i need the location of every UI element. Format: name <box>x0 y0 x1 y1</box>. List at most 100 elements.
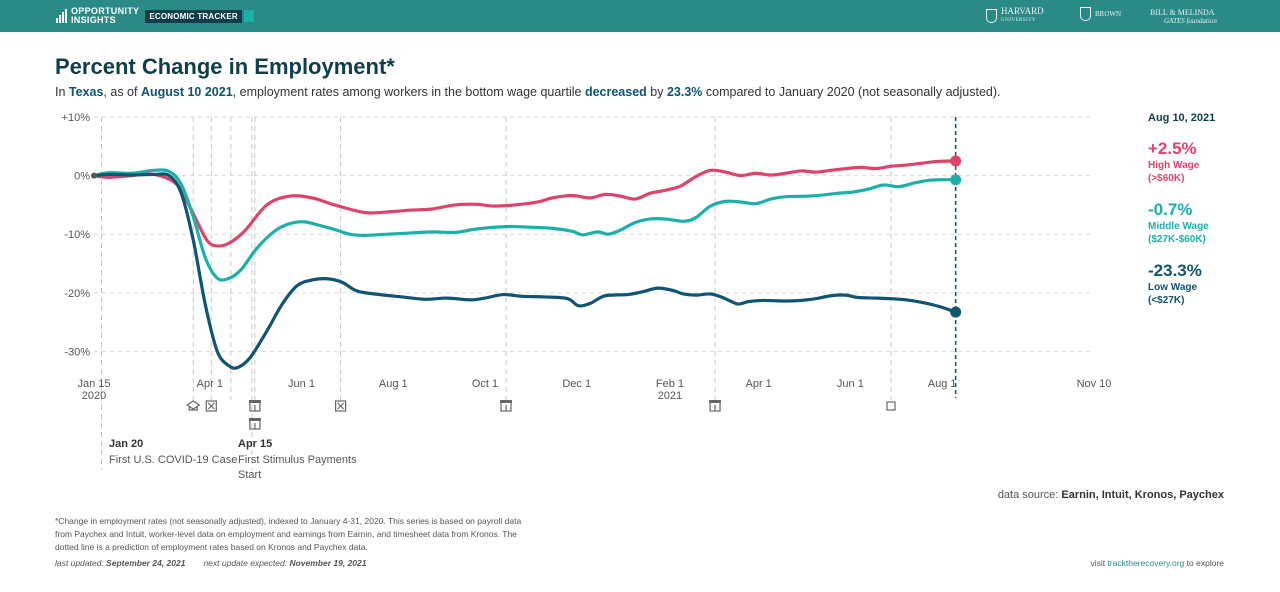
brown-crest-icon <box>1080 7 1091 21</box>
y-tick-label: +10% <box>62 112 91 124</box>
square-icon-frame <box>886 401 896 411</box>
tag-accent <box>243 10 254 22</box>
box-icon-frame <box>205 400 217 412</box>
brown-logo[interactable]: BROWN <box>1080 7 1121 21</box>
source-names: Earnin, Intuit, Kronos, Paychex <box>1061 489 1224 501</box>
subtitle-pct: 23.3% <box>666 85 703 99</box>
visit-prefix: visit <box>1090 558 1108 568</box>
top-bar: OPPORTUNITY INSIGHTS ECONOMIC TRACKER HA… <box>0 0 1280 32</box>
page-title: Percent Change in Employment* <box>55 54 395 79</box>
legend-low-wage[interactable]: -23.3% Low Wage (<$27K) <box>1148 261 1202 307</box>
legend-low-range: (<$27K) <box>1148 295 1185 306</box>
series-line-high <box>92 159 958 248</box>
school-icon <box>186 400 201 411</box>
brand-line-2: INSIGHTS <box>71 15 116 25</box>
legend-date: Aug 10, 2021 <box>1148 112 1216 124</box>
page-subtitle: In Texas, as of August 10 2021, employme… <box>55 85 1001 99</box>
store-icon <box>248 400 261 412</box>
store-icon-awning <box>500 400 513 403</box>
visit-suffix: to explore <box>1184 558 1224 568</box>
school-icon-cap <box>186 400 201 410</box>
store-icon <box>709 400 722 412</box>
y-tick-label: 0% <box>74 171 90 183</box>
legend-middle-range: ($27K-$60K) <box>1148 234 1206 245</box>
gates-foundation-logo[interactable]: BILL & MELINDA GATES foundation <box>1150 8 1217 26</box>
y-tick-label: -20% <box>64 288 90 300</box>
event-label-stimulus: First Stimulus Payments Start <box>238 454 357 481</box>
school-icon-base <box>188 407 198 411</box>
legend-high-wage[interactable]: +2.5% High Wage (>$60K) <box>1148 139 1199 185</box>
next-update-label: next update expected: <box>203 558 290 568</box>
x-tick-label: Feb 1 <box>656 378 684 390</box>
x-tick-label: Jun 1 <box>288 378 315 390</box>
store-icon-awning <box>709 400 722 403</box>
closed-box-icon <box>205 400 217 412</box>
harvard-name: HARVARD <box>1001 6 1044 16</box>
opportunity-insights-logo[interactable]: OPPORTUNITY INSIGHTS ECONOMIC TRACKER <box>56 5 254 27</box>
box-icon-cross <box>337 402 345 410</box>
series-lines <box>91 155 962 370</box>
x-tick-label: Aug 1 <box>928 378 957 390</box>
harvard-crest-icon <box>986 9 997 23</box>
footnote: *Change in employment rates (not seasona… <box>55 516 522 552</box>
legend-high-label: High Wage <box>1148 160 1200 171</box>
series-endpoint-low <box>950 306 962 318</box>
x-tick-label: Apr 1 <box>746 378 772 390</box>
legend-high-value: +2.5% <box>1148 139 1197 158</box>
store-icon <box>500 400 513 412</box>
store-icon-awning <box>248 400 261 403</box>
economic-tracker-tag: ECONOMIC TRACKER <box>145 9 242 23</box>
y-tick-label: -10% <box>64 229 90 241</box>
event-date-apr15: Apr 15 <box>238 438 273 450</box>
series-endpoint-high <box>950 155 962 167</box>
x-tick-year: 2021 <box>658 390 682 402</box>
gates-name: BILL & MELINDA <box>1150 8 1215 17</box>
harvard-sub: UNIVERSITY <box>1001 18 1036 23</box>
gates-sub: GATES foundation <box>1164 17 1217 25</box>
square-icon <box>886 401 896 411</box>
event-icons <box>186 400 896 430</box>
y-tick-label: -30% <box>64 346 90 358</box>
legend-low-value: -23.3% <box>1148 261 1202 280</box>
brown-name: BROWN <box>1095 9 1122 18</box>
legend-middle-value: -0.7% <box>1148 200 1193 219</box>
chart-grid <box>94 116 1094 352</box>
updated-label: last updated: <box>55 558 107 568</box>
series-line-middle <box>92 168 958 282</box>
closed-box-icon <box>335 400 347 412</box>
tracktherecovery-link[interactable]: tracktherecovery.org <box>1107 558 1185 568</box>
next-update-date: November 19, 2021 <box>289 558 367 568</box>
event-date-jan20: Jan 20 <box>109 438 144 450</box>
source-prefix: data source: <box>997 489 1062 501</box>
updated-date: September 24, 2021 <box>106 558 186 568</box>
store-icon-awning <box>248 418 261 421</box>
subtitle-direction: decreased <box>584 85 647 99</box>
subtitle-text-5: compared to January 2020 (not seasonally… <box>702 85 1001 99</box>
box-icon-cross <box>207 402 215 410</box>
subtitle-text-1: In <box>55 85 69 99</box>
subtitle-state[interactable]: Texas <box>68 85 104 99</box>
subtitle-date[interactable]: August 10 2021 <box>140 85 233 99</box>
y-axis-ticks: +10% 0% -10% -20% -30% <box>62 112 91 358</box>
subtitle-text-3: , employment rates among workers in the … <box>232 85 585 99</box>
subtitle-text-4: by <box>646 85 667 99</box>
bars-logo-icon <box>56 9 67 23</box>
x-tick-label: Aug 1 <box>379 378 408 390</box>
x-tick-label: Jan 15 <box>77 378 110 390</box>
x-tick-label: Nov 10 <box>1077 378 1112 390</box>
series-endpoint-middle <box>950 174 962 186</box>
series-line-low <box>92 172 958 370</box>
x-tick-label: Dec 1 <box>562 378 591 390</box>
legend-high-range: (>$60K) <box>1148 173 1185 184</box>
update-info: last updated: September 24, 2021 next upd… <box>55 558 366 568</box>
x-tick-label: Oct 1 <box>472 378 498 390</box>
data-source: data source: Earnin, Intuit, Kronos, Pay… <box>998 489 1224 501</box>
legend-middle-wage[interactable]: -0.7% Middle Wage ($27K-$60K) <box>1148 200 1209 246</box>
x-tick-label: Jun 1 <box>837 378 864 390</box>
harvard-logo[interactable]: HARVARD UNIVERSITY <box>986 7 1044 25</box>
x-tick-label: Apr 1 <box>197 378 223 390</box>
start-point <box>91 172 97 179</box>
visit-note: visit tracktherecovery.org to explore <box>1090 558 1224 568</box>
